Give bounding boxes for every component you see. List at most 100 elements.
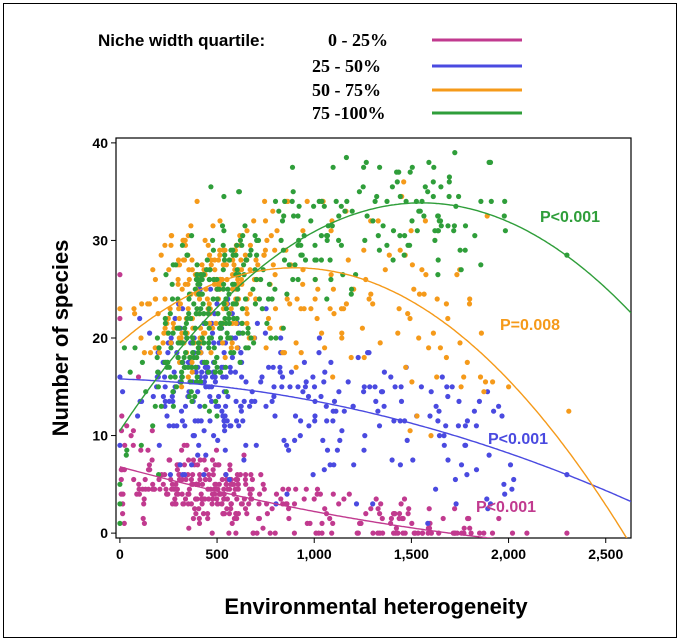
point-s2-232 [345, 379, 351, 385]
point-s2-325 [486, 452, 492, 458]
point-s3-246 [300, 228, 306, 234]
point-s4-279 [311, 203, 317, 209]
point-s1-334 [118, 476, 124, 483]
point-s2-286 [436, 433, 443, 439]
point-s4-269 [336, 237, 342, 243]
point-s4-34 [123, 452, 129, 458]
point-s2-161 [171, 369, 177, 375]
point-s3-277 [434, 374, 440, 380]
point-s1-310 [135, 374, 142, 380]
point-s4-178 [186, 311, 192, 317]
point-s2-306 [373, 398, 379, 404]
point-s4-166 [215, 311, 221, 317]
point-s1-191 [200, 496, 206, 502]
point-s2-219 [312, 413, 318, 419]
point-s4-197 [182, 364, 188, 370]
point-s3-139 [253, 296, 259, 302]
y-tick-label-1: 10 [92, 428, 108, 444]
point-s1-216 [393, 525, 399, 531]
point-s4-219 [211, 345, 217, 351]
point-s4-32 [202, 403, 208, 409]
point-s4-103 [121, 345, 127, 351]
point-s1-146 [257, 491, 263, 497]
point-s4-273 [384, 198, 390, 204]
point-s1-224 [248, 472, 254, 478]
point-s3-279 [407, 315, 413, 322]
point-s2-230 [334, 447, 340, 453]
point-s4-222 [228, 247, 234, 253]
point-s4-213 [195, 350, 201, 356]
point-s3-114 [243, 306, 249, 312]
point-s1-113 [201, 457, 207, 463]
point-s2-239 [398, 398, 405, 404]
point-s3-257 [308, 306, 314, 312]
point-s3-39 [217, 218, 223, 224]
point-s1-222 [286, 515, 292, 522]
point-s4-176 [210, 237, 216, 243]
point-s4-230 [380, 223, 386, 229]
point-s1-36 [163, 486, 169, 492]
point-s4-182 [168, 345, 174, 351]
point-s3-171 [253, 257, 259, 263]
point-s2-57 [239, 374, 245, 380]
point-s4-227 [223, 306, 229, 312]
point-s3-205 [386, 252, 392, 258]
point-s1-181 [147, 467, 153, 473]
point-s2-263 [330, 408, 336, 414]
legend-label-4: 75 -100% [312, 103, 386, 123]
point-s2-294 [499, 413, 505, 419]
point-s1-66 [233, 530, 239, 536]
point-s1-188 [182, 496, 189, 502]
point-s4-288 [330, 164, 336, 170]
point-s3-117 [234, 345, 240, 351]
point-s3-170 [179, 330, 185, 336]
point-s4-148 [182, 330, 189, 336]
point-s1-337 [119, 413, 125, 419]
point-s4-193 [217, 369, 224, 375]
point-s2-213 [321, 379, 327, 385]
point-s2-301 [453, 501, 459, 507]
point-s2-160 [191, 433, 197, 439]
point-s3-78 [196, 296, 203, 302]
point-s4-264 [272, 286, 278, 292]
point-s2-317 [462, 423, 468, 429]
point-s3-129 [177, 301, 183, 307]
point-s3-288 [428, 433, 434, 439]
point-s4-40 [237, 359, 243, 365]
point-s1-210 [316, 530, 322, 536]
point-s3-298 [458, 384, 464, 390]
point-s2-204 [375, 408, 381, 414]
point-s1-124 [241, 452, 247, 458]
point-s4-38 [258, 276, 264, 283]
point-s1-338 [564, 530, 570, 536]
point-s1-287 [405, 510, 411, 517]
point-s4-356 [456, 193, 462, 200]
point-s4-92 [226, 257, 232, 263]
point-s4-354 [407, 169, 413, 175]
point-s1-323 [130, 428, 136, 434]
point-s1-147 [226, 510, 232, 517]
point-s2-265 [471, 408, 477, 414]
point-s4-276 [245, 330, 251, 336]
point-s3-238 [298, 306, 304, 312]
point-s3-186 [147, 350, 154, 356]
point-s1-190 [130, 442, 136, 448]
point-s4-280 [155, 384, 161, 390]
point-s2-131 [185, 359, 191, 365]
point-s3-96 [208, 262, 214, 268]
point-s2-30 [162, 403, 168, 409]
point-s2-154 [182, 472, 188, 478]
point-s4-180 [194, 374, 200, 380]
point-s2-297 [485, 506, 491, 512]
point-s3-233 [338, 306, 345, 312]
point-s2-287 [502, 491, 508, 497]
point-s4-366 [438, 184, 444, 190]
point-s4-196 [179, 369, 185, 375]
point-s1-252 [198, 491, 204, 497]
point-s1-178 [227, 467, 233, 473]
point-s2-121 [197, 403, 203, 409]
point-s3-147 [176, 335, 182, 341]
point-s4-206 [167, 311, 173, 317]
point-s1-247 [303, 486, 309, 492]
